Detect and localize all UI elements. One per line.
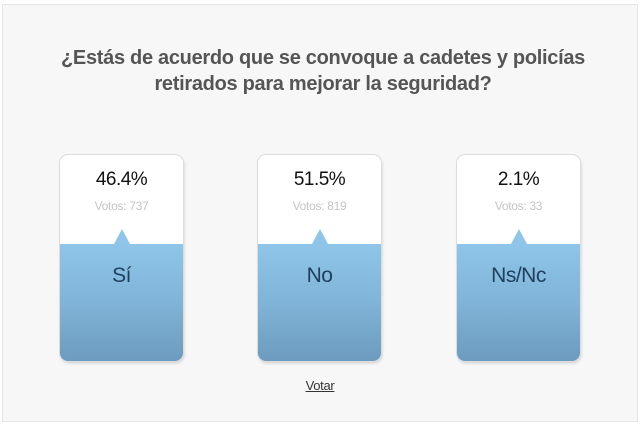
option-panel[interactable]: No	[258, 229, 381, 361]
vote-link[interactable]: Votar	[305, 378, 335, 393]
poll-option-card-si[interactable]: 46.4% Votos: 737 Sí	[60, 155, 183, 361]
poll-question: ¿Estás de acuerdo que se convoque a cade…	[60, 47, 585, 95]
option-panel[interactable]: Sí	[60, 229, 183, 361]
vote-count: Votos: 737	[94, 199, 149, 213]
percent-value: 2.1%	[497, 169, 540, 190]
percent-value: 51.5%	[293, 169, 346, 190]
poll-option-card-nsnc[interactable]: 2.1% Votos: 33 Ns/Nc	[457, 155, 580, 361]
result-panel: 46.4% Votos: 737	[60, 155, 183, 244]
option-label: Sí	[112, 264, 131, 287]
result-panel: 2.1% Votos: 33	[457, 155, 580, 244]
option-label: Ns/Nc	[491, 264, 546, 287]
option-label: No	[306, 264, 333, 287]
option-panel[interactable]: Ns/Nc	[457, 229, 580, 361]
pointer-arrow-icon	[113, 229, 130, 244]
poll-option-card-no[interactable]: 51.5% Votos: 819 No	[258, 155, 381, 361]
pointer-arrow-icon	[510, 229, 527, 244]
pointer-arrow-icon	[311, 229, 328, 244]
vote-count: Votos: 819	[292, 199, 347, 213]
percent-value: 46.4%	[95, 169, 148, 190]
result-panel: 51.5% Votos: 819	[258, 155, 381, 244]
vote-count: Votos: 33	[494, 199, 543, 213]
